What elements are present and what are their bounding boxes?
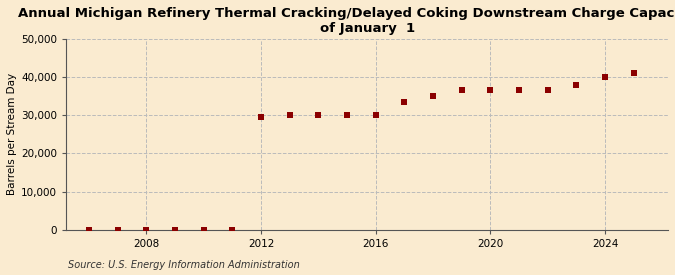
Point (371, 113, 381, 117)
Point (628, 71, 639, 75)
Point (284, 113, 295, 117)
Point (256, 115, 267, 119)
Point (141, 228, 152, 232)
Point (399, 100, 410, 104)
Y-axis label: Barrels per Stream Day: Barrels per Stream Day (7, 73, 17, 196)
Point (599, 75, 610, 79)
Point (542, 88, 553, 93)
Point (227, 228, 238, 232)
Point (169, 228, 180, 232)
Point (571, 82, 582, 87)
Text: Source: U.S. Energy Information Administration: Source: U.S. Energy Information Administ… (68, 260, 299, 270)
Point (485, 88, 495, 93)
Point (456, 88, 467, 93)
Point (198, 228, 209, 232)
Point (342, 113, 352, 117)
Point (428, 94, 439, 98)
Title: Annual Michigan Refinery Thermal Cracking/Delayed Coking Downstream Charge Capac: Annual Michigan Refinery Thermal Crackin… (18, 7, 675, 35)
Point (84, 228, 95, 232)
Point (313, 113, 324, 117)
Point (514, 88, 524, 93)
Point (112, 228, 123, 232)
